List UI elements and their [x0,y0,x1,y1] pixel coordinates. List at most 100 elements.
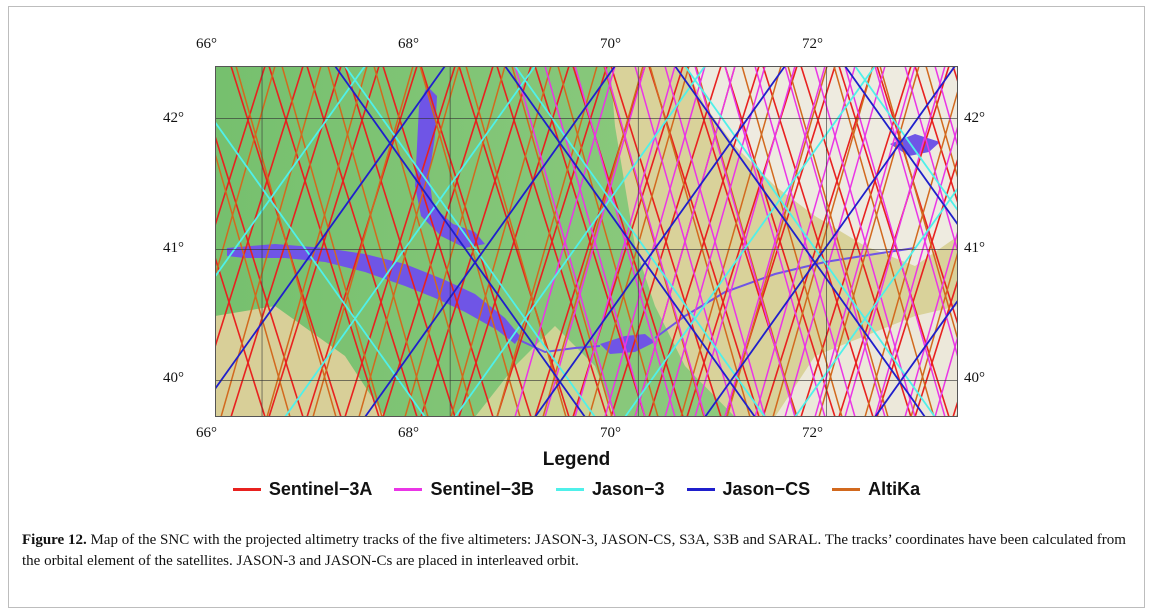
sentinel-3b-track [904,66,958,255]
jason-3-track [854,66,958,213]
right-lat-label-41: 41° [964,240,985,256]
sentinel-3a-track [610,66,722,417]
legend-item-altika: AltiKa [832,479,920,500]
sentinel-3a-track [215,66,266,229]
legend-item-jason-cs: Jason−CS [686,479,811,500]
sentinel-3b-track [934,66,958,150]
altimetry-tracks [215,66,958,417]
sentinel-3a-track [838,66,950,417]
jason-3-track [794,186,958,417]
legend-title: Legend [542,449,611,470]
legend-item-sentinel-3b: Sentinel−3B [394,479,534,500]
legend-swatch [832,488,861,491]
river [514,247,916,354]
jason-3-track [344,66,596,417]
jason-3-track [684,66,936,417]
top-lon-label-66: 66° [196,36,217,52]
sentinel-3a-track [914,277,958,417]
sentinel-3b-track [574,66,676,417]
altika-track [603,66,705,417]
altika-track [450,66,552,417]
sentinel-3b-track [514,66,616,417]
jason-cs-track [674,66,926,417]
caption-text: Map of the SNC with the projected altime… [22,532,1126,569]
altika-track [695,66,797,417]
legend-label: Jason−CS [722,479,811,499]
altika-track [511,66,613,417]
legend-label: AltiKa [868,479,921,499]
bottom-lon-label-68: 68° [398,425,419,441]
jason-cs-track [704,66,956,417]
sentinel-3b-track [724,66,826,417]
jason-cs-track [364,66,616,417]
top-lon-label-70: 70° [600,36,621,52]
jason-3-track [624,66,876,417]
sentinel-3b-track [544,66,646,417]
sentinel-3a-track [382,66,494,417]
sentinel-3a-track [458,66,570,417]
altika-track [215,66,276,280]
chardara-reservoir [415,86,485,248]
sentinel-3a-track [876,66,958,328]
altika-track [465,66,567,417]
sentinel-3a-track [914,66,958,206]
altika-track [787,66,889,417]
top-lon-label-68: 68° [398,36,419,52]
sentinel-3a-track [268,66,380,417]
figure-frame [8,6,1145,608]
legend-swatch [394,488,423,491]
map-panel [215,66,958,417]
sentinel-3b-track [874,66,958,361]
altika-track [772,66,874,417]
aydar-lake [227,244,520,344]
figure-caption: Figure 12. Map of the SNC with the proje… [22,530,1132,572]
altika-track [496,66,598,417]
altika-track [266,66,368,417]
altika-track [741,66,843,417]
figure-label: Figure 12. [22,532,87,548]
legend-item-sentinel-3a: Sentinel−3A [232,479,372,500]
graticule [215,66,958,417]
altika-track [557,66,659,417]
sentinel-3a-track [215,254,266,417]
jason-cs-track [844,66,958,227]
altika-track [373,66,475,417]
jason-3-track [215,120,426,417]
sentinel-3a-track [344,66,456,417]
sentinel-3a-track [215,133,304,417]
jason-3-track [215,66,366,279]
bottom-lon-label-72: 72° [802,425,823,441]
legend: Sentinel−3A Sentinel−3B Jason−3 Jason−CS… [0,479,1153,500]
sentinel-3b-track [844,66,946,417]
sentinel-3a-track [534,66,646,417]
altika-track [542,66,644,417]
sentinel-3a-track [306,66,418,417]
sentinel-3a-track [496,66,608,417]
sentinel-3b-track [814,66,916,417]
bottom-lon-label-66: 66° [196,425,217,441]
sentinel-3b-track [754,66,856,417]
altika-track [925,66,958,182]
sentinel-3b-track [634,66,736,417]
sentinel-3b-track [934,333,958,417]
top-lon-label-72: 72° [802,36,823,52]
altika-track [312,66,414,417]
map-border [215,66,958,417]
legend-swatch [555,488,584,491]
altika-track [726,66,828,417]
left-lat-label-42: 42° [163,110,184,126]
sentinel-3a-track [762,66,874,417]
legend-item-jason-3: Jason−3 [555,479,665,500]
jason-cs-track [504,66,756,417]
left-lat-label-40: 40° [163,370,184,386]
sentinel-3a-track [420,66,532,417]
altika-track [864,87,958,417]
jason-cs-track [534,66,786,417]
altika-track [680,66,782,417]
jason-3-track [284,66,536,417]
left-lat-label-41: 41° [163,240,184,256]
bottom-lon-label-70: 70° [600,425,621,441]
altika-track [235,66,337,417]
legend-label: Sentinel−3B [430,479,534,499]
sentinel-3b-track [694,66,796,417]
